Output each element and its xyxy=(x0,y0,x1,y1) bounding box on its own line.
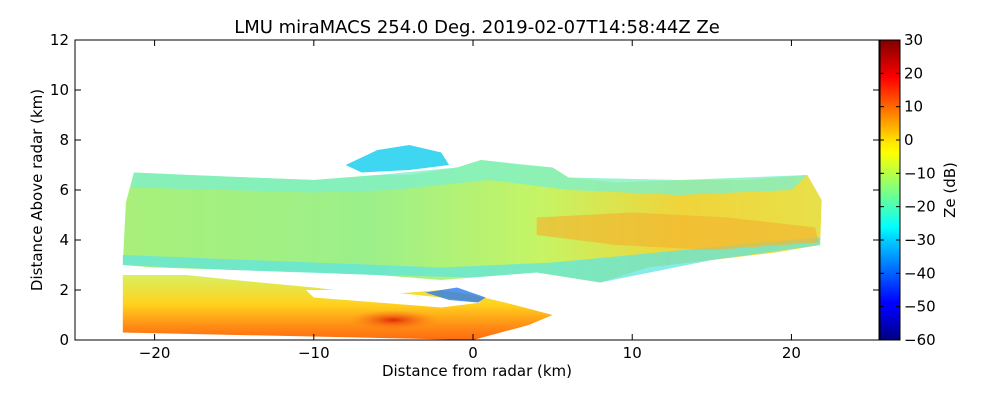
x-tick-label: −20 xyxy=(139,344,171,362)
colorbar-tick-label: −20 xyxy=(904,198,936,216)
x-axis-label: Distance from radar (km) xyxy=(382,362,572,380)
colorbar-tick-label: −50 xyxy=(904,298,936,316)
colorbar-tick-label: −40 xyxy=(904,264,936,282)
x-axis: −20 −10 0 10 20 xyxy=(139,40,801,362)
colorbar-tick-label: −10 xyxy=(904,164,936,182)
x-tick-label: 20 xyxy=(782,344,801,362)
lower-layer-gap xyxy=(305,290,481,308)
chart-title: LMU miraMACS 254.0 Deg. 2019-02-07T14:58… xyxy=(234,17,720,38)
y-tick-label: 10 xyxy=(50,81,69,99)
upper-layer-bottom-edge xyxy=(122,237,821,283)
y-tick-label: 8 xyxy=(59,131,69,149)
colorbar-tick-label: −60 xyxy=(904,331,936,349)
y-tick-label: 4 xyxy=(59,231,69,249)
colorbar-ticks: 30 20 10 0 −10 −20 −30 −40 −50 −60 xyxy=(880,31,936,349)
colorbar-tick-label: 10 xyxy=(904,98,923,116)
y-tick-label: 0 xyxy=(59,331,69,349)
colorbar-tick-label: 20 xyxy=(904,64,923,82)
upper-cell-echo xyxy=(345,145,450,173)
lower-layer-hot-core xyxy=(348,310,439,330)
y-tick-label: 6 xyxy=(59,181,69,199)
lower-layer-gap-rim xyxy=(425,287,486,303)
lower-layer-echo xyxy=(122,275,553,340)
colorbar xyxy=(879,39,901,341)
y-tick-label: 2 xyxy=(59,281,69,299)
x-tick-label: 10 xyxy=(623,344,642,362)
colorbar-tick-label: −30 xyxy=(904,231,936,249)
radar-echo-regions xyxy=(122,145,822,340)
x-tick-label: 0 xyxy=(468,344,478,362)
y-tick-label: 12 xyxy=(50,31,69,49)
upper-layer-top-edge xyxy=(130,160,808,195)
colorbar-tick-label: 30 xyxy=(904,31,923,49)
colorbar-label: Ze (dB) xyxy=(941,162,959,218)
x-tick-label: −10 xyxy=(298,344,330,362)
y-axis: 0 2 4 6 8 10 12 xyxy=(50,31,879,349)
y-axis-label: Distance Above radar (km) xyxy=(28,89,46,291)
colorbar-tick-label: 0 xyxy=(904,131,914,149)
upper-layer-warm-band xyxy=(536,212,819,250)
